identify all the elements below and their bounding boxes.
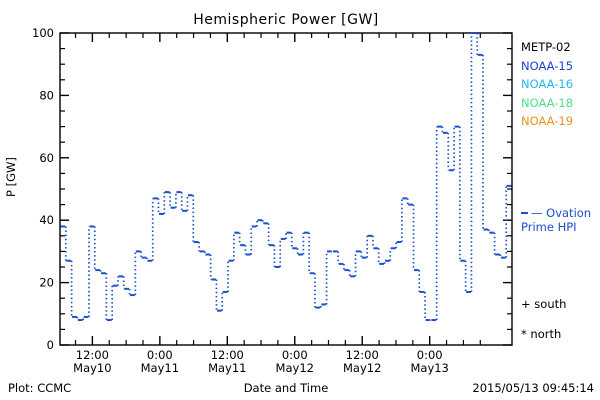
legend-item-noaa-19: NOAA-19 xyxy=(521,114,574,128)
legend-item-noaa-18: NOAA-18 xyxy=(521,95,574,110)
x-tick-label-0: 12:00 May10 xyxy=(52,349,132,375)
x-tick-date: May10 xyxy=(73,361,112,375)
x-tick-time: 12:00 xyxy=(345,348,379,362)
x-tick-label-5: 0:00 May13 xyxy=(390,349,470,375)
y-tick-labels: 0 20 40 60 80 100 xyxy=(32,26,54,352)
page-title: Hemispheric Power [GW] xyxy=(193,12,379,28)
x-tick-label-1: 0:00 May11 xyxy=(120,349,200,375)
svg-text:0: 0 xyxy=(47,338,54,352)
legend-item-metp-02: METP-02 xyxy=(521,40,571,54)
ovation-legend: — Ovation Prime HPI xyxy=(521,206,591,234)
x-tick-date: May13 xyxy=(410,361,449,375)
x-tick-date: May11 xyxy=(140,361,180,375)
x-tick-date: May12 xyxy=(275,361,314,375)
axes-layer xyxy=(59,32,513,346)
legend-item-noaa-16: NOAA-16 xyxy=(521,77,574,91)
svg-text:80: 80 xyxy=(39,88,54,102)
svg-text:20: 20 xyxy=(39,276,54,290)
svg-text:100: 100 xyxy=(32,26,54,40)
x-tick-label-3: 0:00 May12 xyxy=(255,349,335,375)
legend-south-marker: + south xyxy=(521,297,567,311)
ovation-legend-text1: — Ovation xyxy=(531,206,592,220)
x-tick-time: 12:00 xyxy=(75,348,109,362)
x-tick-time: 0:00 xyxy=(416,348,443,362)
svg-text:40: 40 xyxy=(39,213,54,227)
x-tick-date: May11 xyxy=(208,361,247,375)
x-axis-label: Date and Time xyxy=(243,381,329,395)
dash-icon xyxy=(521,212,528,214)
satellite-legend: METP-02 NOAA-15 NOAA-16 NOAA-18 NOAA-19 xyxy=(521,38,573,131)
ovation-legend-line1: — Ovation xyxy=(521,206,591,220)
x-tick-label-4: 12:00 May12 xyxy=(322,349,402,375)
x-tick-label-2: 12:00 May11 xyxy=(187,349,267,375)
x-tick-time: 0:00 xyxy=(146,348,173,362)
svg-text:60: 60 xyxy=(39,151,54,165)
x-tick-date: May12 xyxy=(343,361,382,375)
x-tick-time: 0:00 xyxy=(281,348,308,362)
plot-source-label: Plot: CCMC xyxy=(8,381,72,395)
x-tick-time: 12:00 xyxy=(210,348,244,362)
ovation-legend-text2: Prime HPI xyxy=(521,220,577,234)
timestamp-label: 2015/05/13 09:45:14 xyxy=(472,381,594,395)
data-series-layer xyxy=(60,32,512,322)
legend-item-noaa-15: NOAA-15 xyxy=(521,58,574,73)
y-axis-label: P [GW] xyxy=(4,157,18,197)
legend-north-marker: * north xyxy=(521,327,562,341)
